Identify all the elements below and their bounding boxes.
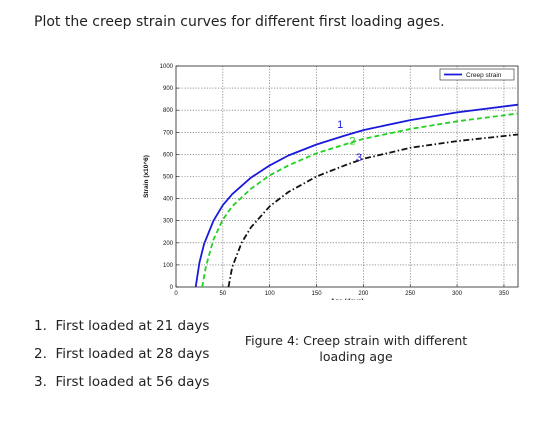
list-item: 3. First loaded at 56 days <box>34 374 210 390</box>
y-tick-label: 100 <box>163 263 174 269</box>
y-tick-label: 200 <box>163 241 174 247</box>
y-tick-label: 1000 <box>160 64 174 70</box>
y-tick-label: 300 <box>163 219 174 225</box>
y-tick-label: 700 <box>163 130 174 136</box>
x-tick-label: 0 <box>174 291 178 297</box>
y-tick-label: 400 <box>163 197 174 203</box>
figure-caption: Figure 4: Creep strain with different lo… <box>240 333 472 365</box>
x-tick-label: 50 <box>220 291 227 297</box>
caption-line-1: Figure 4: Creep strain with different <box>244 333 468 348</box>
y-tick-label: 800 <box>163 108 174 114</box>
list-item: 1. First loaded at 21 days <box>34 318 210 334</box>
legend-label: Creep strain <box>466 72 502 79</box>
x-tick-label: 150 <box>312 291 323 297</box>
x-tick-label: 300 <box>452 291 463 297</box>
list-item-text: First loaded at 21 days <box>55 318 210 334</box>
x-tick-label: 100 <box>265 291 276 297</box>
curve-label-1: 1 <box>337 119 343 131</box>
y-tick-label: 600 <box>163 152 174 158</box>
list-item: 2. First loaded at 28 days <box>34 346 210 362</box>
y-axis-label: Strain (x10^6) <box>142 155 150 198</box>
series-line-1 <box>194 103 519 288</box>
legend-box <box>439 68 515 81</box>
curve-label-3: 3 <box>356 152 362 164</box>
list-item-text: First loaded at 56 days <box>55 374 210 390</box>
x-tick-label: 350 <box>499 291 510 297</box>
y-tick-label: 900 <box>163 86 174 92</box>
series-line-3 <box>227 133 519 288</box>
x-tick-label: 250 <box>405 291 416 297</box>
series-line-2 <box>201 112 519 288</box>
list-item-text: First loaded at 28 days <box>55 346 210 362</box>
creep-strain-chart: 0 50 100 150 200 250 300 350 0 100 200 300 400 500 600… <box>142 64 519 300</box>
x-axis-label: Age (days) <box>330 298 363 300</box>
y-tick-label: 500 <box>163 175 174 181</box>
caption-line-2: loading age <box>319 349 393 364</box>
loading-age-list: 1. First loaded at 21 days 2. First load… <box>34 316 209 400</box>
y-tick-label: 0 <box>170 285 174 291</box>
curve-label-2: 2 <box>349 135 355 147</box>
page-heading: Plot the creep strain curves for differe… <box>34 14 445 30</box>
x-tick-label: 200 <box>358 291 369 297</box>
